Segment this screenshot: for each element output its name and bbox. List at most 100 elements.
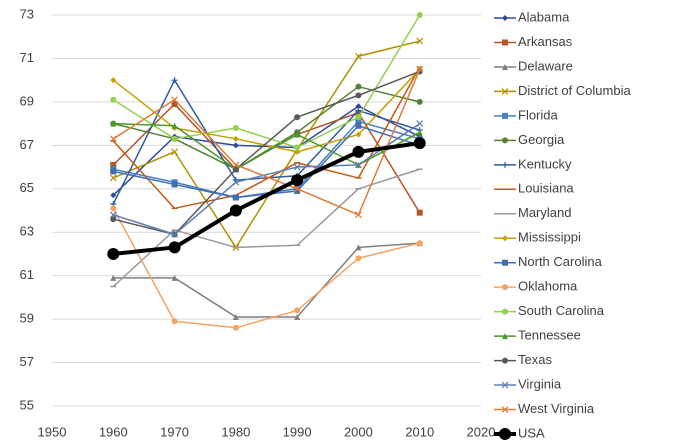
marker — [294, 114, 301, 121]
marker — [171, 101, 178, 108]
marker — [501, 381, 509, 389]
marker — [171, 230, 178, 238]
marker — [502, 63, 508, 70]
legend-label: Texas — [518, 352, 552, 367]
marker — [416, 120, 424, 128]
x-tick-label: 2010 — [405, 424, 434, 439]
marker — [109, 211, 117, 219]
marker — [293, 163, 301, 171]
marker — [355, 107, 362, 114]
marker — [502, 333, 508, 340]
series-line — [113, 122, 421, 170]
marker — [355, 131, 362, 138]
marker — [416, 98, 423, 105]
legend-label: Delaware — [518, 58, 573, 73]
marker — [502, 235, 508, 242]
marker — [294, 313, 301, 320]
legend-label: North Carolina — [518, 254, 603, 269]
marker — [171, 274, 178, 281]
marker — [110, 192, 117, 199]
marker — [355, 255, 362, 262]
series-line — [112, 168, 420, 288]
marker — [110, 274, 117, 281]
series-line — [113, 85, 420, 170]
marker — [416, 129, 423, 136]
marker — [110, 161, 117, 168]
marker — [413, 137, 426, 150]
marker — [416, 37, 424, 45]
marker — [171, 148, 178, 156]
marker — [502, 284, 508, 291]
marker — [502, 259, 508, 266]
legend-label: Tennessee — [518, 328, 581, 343]
marker — [501, 406, 509, 413]
marker — [110, 205, 117, 212]
legend-label: South Carolina — [518, 303, 605, 318]
marker — [232, 142, 239, 149]
series-line — [112, 40, 420, 249]
marker — [502, 308, 508, 315]
series-line — [113, 141, 420, 256]
marker — [502, 15, 508, 21]
legend-label: Alabama — [518, 9, 570, 24]
legend-label: Oklahoma — [518, 279, 578, 294]
marker — [355, 114, 362, 121]
marker — [499, 428, 511, 440]
marker — [110, 168, 117, 175]
legend-label: Kentucky — [518, 156, 572, 171]
x-tick-label: 1980 — [221, 424, 250, 439]
marker — [232, 178, 240, 186]
marker — [229, 204, 242, 217]
x-tick-label: 1970 — [160, 424, 189, 439]
marker — [294, 144, 301, 151]
marker — [110, 77, 117, 84]
marker — [110, 96, 117, 103]
marker — [294, 148, 301, 155]
legend-label: District of Columbia — [518, 83, 631, 98]
series-line — [112, 69, 421, 216]
series-line — [113, 122, 421, 236]
legend-label: Louisiana — [518, 181, 574, 196]
x-tick-label: 1960 — [99, 424, 128, 439]
series-line — [113, 70, 420, 236]
marker — [109, 135, 117, 143]
marker — [355, 244, 362, 251]
marker — [416, 209, 423, 216]
marker — [171, 181, 178, 188]
marker — [416, 240, 423, 247]
y-tick-label: 55 — [20, 397, 34, 412]
marker — [355, 83, 362, 90]
marker — [291, 174, 304, 187]
marker — [502, 112, 508, 119]
marker — [355, 161, 362, 169]
legend-label: West Virginia — [518, 401, 595, 416]
series-line — [112, 79, 420, 205]
marker — [171, 135, 178, 142]
y-tick-label: 73 — [20, 6, 34, 21]
marker — [171, 122, 178, 129]
marker — [232, 324, 239, 331]
legend-label: Maryland — [518, 205, 571, 220]
x-tick-label: 2000 — [344, 424, 373, 439]
marker — [232, 135, 239, 142]
marker — [416, 12, 423, 18]
x-tick-label: 1990 — [283, 424, 312, 439]
marker — [107, 247, 120, 260]
series-line — [112, 105, 421, 196]
marker — [355, 122, 362, 129]
marker — [110, 120, 117, 127]
y-tick-label: 59 — [20, 311, 34, 326]
marker — [294, 131, 301, 138]
marker — [293, 185, 301, 193]
marker — [355, 211, 362, 219]
marker — [416, 65, 424, 73]
legend-label: Virginia — [518, 376, 562, 391]
marker — [501, 87, 509, 95]
y-tick-label: 67 — [20, 137, 34, 152]
marker — [355, 92, 362, 99]
marker — [171, 77, 178, 84]
marker — [355, 52, 362, 60]
legend-label: Mississippi — [518, 230, 581, 245]
marker — [232, 194, 239, 201]
